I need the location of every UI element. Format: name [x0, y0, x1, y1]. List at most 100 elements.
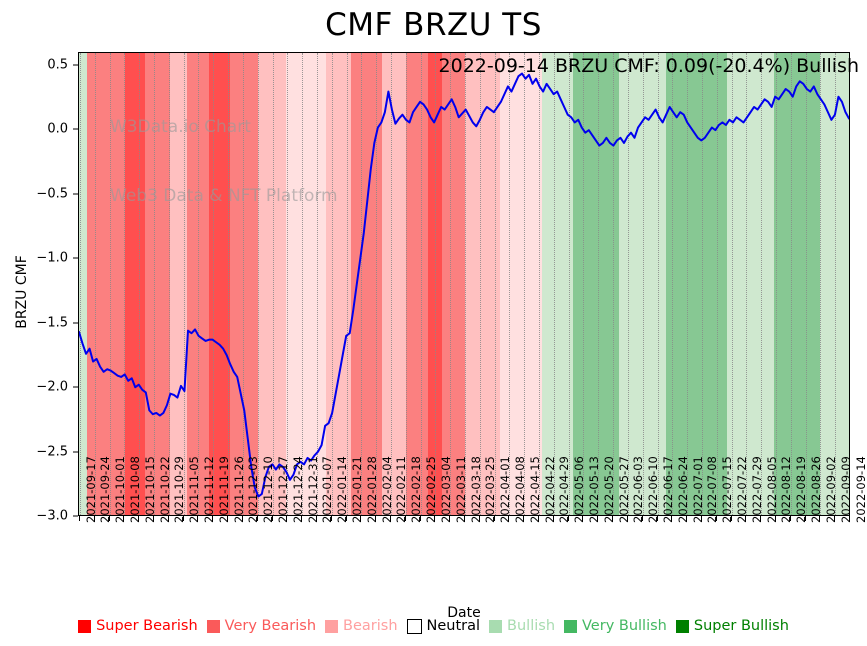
x-axis-tick-label: 2022-07-15	[720, 456, 735, 523]
x-axis-tick-label: 2022-02-25	[424, 456, 439, 523]
watermark-line-2: Web3 Data & NFT Platform	[110, 186, 338, 206]
x-axis-tick-mark	[153, 516, 155, 521]
y-axis-tick-label: −2.5	[36, 444, 68, 460]
x-axis-tick-mark	[464, 516, 465, 521]
legend-item-label: Super Bullish	[693, 618, 789, 634]
x-axis-tick-mark	[256, 516, 258, 521]
x-axis-tick-mark	[227, 516, 229, 521]
x-axis-tick-label: 2021-10-29	[172, 456, 187, 523]
x-axis-tick-label: 2022-03-11	[453, 456, 468, 523]
x-axis-tick-mark	[538, 516, 540, 521]
x-axis-ticks: 2021-09-17 2021-09-24 2021-10-01 2021-10-08…	[78, 456, 867, 611]
x-axis-tick-mark	[582, 516, 584, 521]
x-axis-tick-mark	[123, 516, 125, 521]
regime-band	[820, 53, 849, 515]
legend-item[interactable]: Super Bearish	[78, 618, 198, 634]
legend-swatch-icon	[675, 619, 689, 633]
legend-item[interactable]: Super Bullish	[675, 618, 789, 634]
legend-item[interactable]: Very Bearish	[206, 618, 316, 634]
x-axis-tick-label: 2021-11-12	[201, 456, 216, 523]
x-axis-tick-label: 2022-08-19	[794, 456, 809, 523]
x-axis-tick-label: 2022-02-18	[409, 456, 424, 523]
x-axis-tick-mark	[330, 516, 332, 521]
legend-item-label: Bullish	[507, 618, 556, 634]
x-axis-tick-mark	[523, 516, 525, 521]
x-axis-tick-mark	[434, 516, 436, 521]
x-axis-tick-mark	[849, 516, 850, 521]
legend-item[interactable]: Very Bullish	[564, 618, 667, 634]
x-axis-tick-mark	[493, 516, 495, 521]
x-axis-tick-label: 2021-12-17	[276, 456, 290, 523]
x-axis-tick-mark	[819, 516, 821, 521]
x-axis-tick-label: 2022-02-11	[394, 456, 409, 523]
legend-swatch-icon	[406, 618, 422, 634]
x-axis-tick-label: 2022-08-12	[779, 456, 794, 523]
regime-band	[79, 53, 88, 515]
x-axis-tick-label: 2022-07-29	[749, 456, 764, 523]
x-axis-tick-mark	[612, 516, 614, 521]
x-axis-tick-mark	[93, 516, 95, 521]
y-axis-ticks: 0.5 0.0 −0.5 −1.0 −1.5 −2.0 −2.5 −3.0	[0, 52, 78, 524]
x-axis-tick-label: 2022-06-24	[675, 456, 690, 523]
regime-legend: Super Bearish Very Bearish Bearish Neutral B…	[0, 618, 867, 634]
regime-band	[125, 53, 146, 515]
x-axis-tick-mark	[508, 516, 510, 521]
x-axis-tick-label: 2022-04-08	[512, 456, 527, 523]
x-axis-tick-mark	[360, 516, 362, 521]
regime-band-background	[79, 53, 849, 515]
legend-item[interactable]: Bullish	[489, 618, 555, 634]
x-axis-tick-label: 2022-06-03	[631, 456, 646, 523]
y-axis-tick-mark	[73, 386, 78, 388]
x-axis-tick-label: 2021-10-01	[113, 456, 128, 523]
y-axis-tick-mark	[73, 451, 78, 453]
plot-area	[78, 52, 850, 516]
x-axis-tick-mark	[774, 516, 776, 521]
legend-item-label: Very Bullish	[582, 618, 667, 634]
x-axis-tick-label: 2022-07-22	[735, 456, 750, 523]
x-axis-tick-label: 2022-01-14	[335, 456, 350, 523]
y-axis-tick-label: 0.0	[47, 121, 68, 137]
x-axis-tick-label: 2022-02-04	[379, 456, 394, 523]
x-axis-tick-label: 2022-09-09	[838, 456, 853, 523]
x-axis-tick-mark	[730, 516, 732, 521]
x-axis-tick-label: 2021-12-24	[290, 456, 305, 523]
cmf-line-series	[79, 72, 849, 498]
regime-band	[773, 53, 821, 515]
latest-value-annotation: 2022-09-14 BRZU CMF: 0.09(-20.4%) Bullis…	[438, 55, 859, 77]
x-axis-tick-label: 2022-09-14	[853, 456, 867, 523]
x-axis-tick-mark	[700, 516, 702, 521]
x-axis-tick-mark	[552, 516, 554, 521]
x-axis-tick-label: 2021-10-22	[157, 456, 172, 523]
regime-band	[465, 53, 501, 515]
x-axis-tick-mark	[182, 516, 184, 521]
x-axis-tick-mark	[715, 516, 717, 521]
y-axis-tick-label: −3.0	[36, 508, 68, 524]
y-axis-tick-label: −1.0	[36, 250, 68, 266]
x-axis-tick-mark	[315, 516, 317, 521]
legend-item-label: Neutral	[426, 618, 481, 634]
y-axis-tick-mark	[73, 322, 78, 324]
x-axis-tick-mark	[138, 516, 140, 521]
x-axis-tick-label: 2022-07-08	[705, 456, 720, 523]
regime-band	[285, 53, 327, 515]
x-axis-tick-mark	[108, 516, 110, 521]
x-axis-tick-mark	[760, 516, 762, 521]
legend-item[interactable]: Neutral	[406, 618, 481, 634]
regime-band	[727, 53, 775, 515]
y-axis-tick-mark	[73, 128, 78, 130]
x-axis-tick-label: 2022-03-04	[438, 456, 453, 523]
x-axis-tick-label: 2022-06-10	[646, 456, 661, 523]
x-axis-label: Date	[447, 605, 481, 621]
x-axis-tick-mark	[301, 516, 303, 521]
y-axis-tick-mark	[73, 515, 78, 517]
y-axis-tick-mark	[73, 257, 78, 259]
x-axis-tick-label: 2022-01-21	[350, 456, 365, 523]
legend-item-label: Bearish	[343, 618, 398, 634]
x-axis-tick-label: 2021-12-10	[261, 456, 276, 523]
x-axis-tick-mark	[419, 516, 421, 521]
y-axis-label: BRZU CMF	[14, 255, 30, 329]
legend-item[interactable]: Bearish	[325, 618, 398, 634]
x-axis-tick-mark	[597, 516, 599, 521]
x-axis-tick-mark	[212, 516, 214, 521]
x-axis-tick-label: 2022-05-06	[572, 456, 587, 523]
